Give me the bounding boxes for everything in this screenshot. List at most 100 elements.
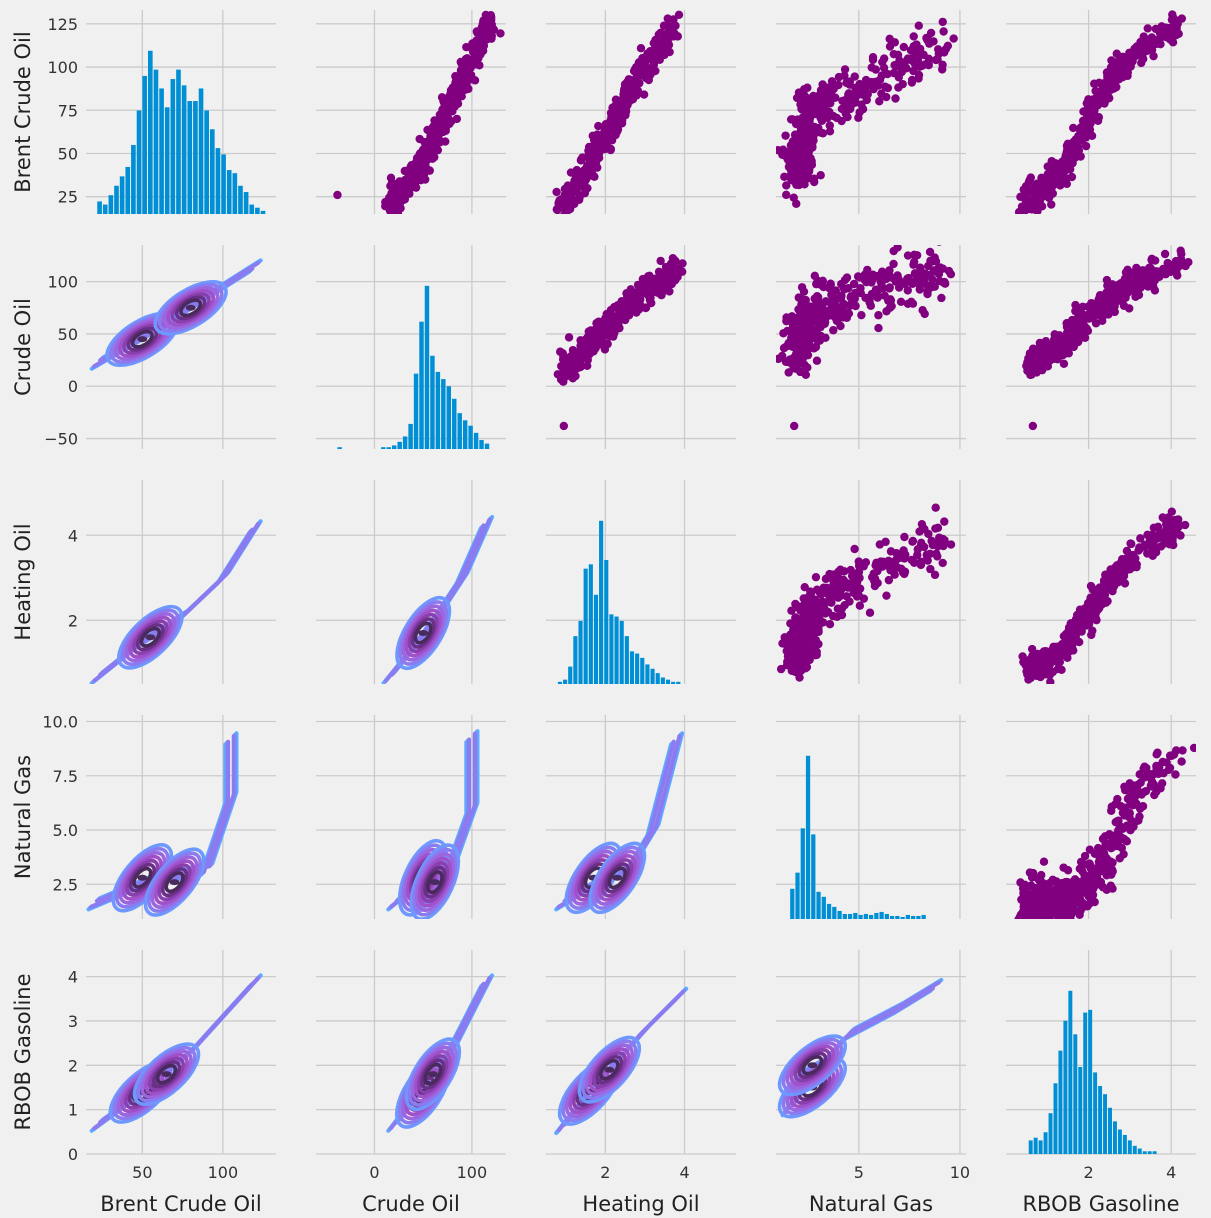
scatter-point	[1153, 762, 1163, 771]
scatter-point	[827, 77, 837, 86]
scatter-point	[1036, 877, 1046, 886]
scatter-point	[556, 195, 566, 204]
histogram-bar	[790, 888, 795, 919]
histogram-bar	[119, 176, 125, 214]
kde-natural-gas-vs-crude-oil	[386, 729, 480, 919]
kde-peak	[427, 1071, 438, 1078]
scatter-point	[559, 421, 569, 431]
kde-contour	[130, 329, 154, 349]
scatter-point	[806, 343, 815, 352]
scatter-point	[826, 280, 835, 289]
scatter-point	[471, 46, 480, 56]
scatter-point	[803, 598, 812, 607]
scatter-point	[837, 610, 847, 620]
histogram-bar	[1073, 1034, 1078, 1154]
kde-contour	[793, 1048, 832, 1083]
scatter-point	[813, 296, 823, 305]
kde-contour	[584, 1043, 634, 1096]
scatter-point	[852, 580, 861, 590]
kde-contour	[417, 856, 452, 908]
scatter-point	[799, 287, 809, 296]
scatter-point	[802, 626, 811, 636]
kde-contour	[420, 861, 450, 904]
scatter-point	[1138, 54, 1148, 64]
scatter-point	[620, 110, 629, 119]
scatter-point	[651, 66, 660, 76]
scatter-point	[583, 335, 592, 344]
scatter-point	[386, 191, 396, 201]
y-tick-label: 25	[58, 188, 78, 207]
kde-natural-gas-vs-brent-crude-oil	[86, 731, 239, 917]
scatter-point	[800, 320, 809, 329]
scatter-point	[448, 107, 457, 116]
scatter-point	[850, 72, 859, 81]
histogram-bar	[243, 192, 249, 214]
scatter-point	[612, 127, 622, 136]
scatter-point	[1085, 845, 1095, 854]
scatter-point	[1033, 359, 1043, 369]
kde-heating-oil-vs-brent-crude-oil	[89, 519, 263, 684]
histogram-bar	[108, 195, 114, 214]
scatter-brent-crude-oil-vs-natural-gas	[776, 17, 958, 208]
kde-contour	[162, 286, 220, 330]
scatter-point	[662, 285, 671, 295]
scatter-point	[829, 570, 838, 579]
scatter-point	[1173, 528, 1182, 538]
histogram-bar	[215, 148, 221, 214]
kde-contour	[591, 1051, 627, 1089]
histogram-bar	[599, 520, 604, 684]
panel-crude-oil-vs-natural-gas	[776, 245, 966, 449]
scatter-point	[797, 307, 807, 316]
histogram-bar	[1152, 1151, 1157, 1154]
scatter-point	[1177, 14, 1187, 23]
y-tick-label: 100	[47, 58, 78, 77]
scatter-point	[1014, 915, 1023, 919]
scatter-point	[874, 323, 883, 333]
scatter-point	[1181, 261, 1190, 271]
scatter-point	[776, 354, 783, 364]
scatter-point	[939, 27, 948, 36]
scatter-point	[914, 21, 923, 30]
scatter-point	[1032, 345, 1042, 354]
scatter-point	[881, 537, 890, 547]
scatter-point	[1074, 318, 1083, 327]
histogram-bar	[176, 69, 181, 214]
y-tick-label: 5.0	[53, 821, 78, 840]
scatter-point	[1120, 803, 1129, 812]
scatter-point	[812, 356, 822, 365]
y-tick-label: 1	[68, 1101, 78, 1120]
scatter-point	[645, 295, 655, 305]
histogram-bar	[1093, 1072, 1098, 1154]
scatter-point	[808, 605, 818, 614]
scatter-point	[1162, 758, 1171, 767]
scatter-point	[636, 295, 645, 304]
scatter-point	[925, 247, 935, 257]
scatter-point	[903, 286, 912, 295]
histogram-bar	[900, 916, 905, 919]
scatter-point	[793, 668, 802, 677]
scatter-point	[1071, 306, 1080, 316]
kde-contour	[415, 852, 455, 913]
kde-contour	[395, 596, 452, 671]
histogram-bar	[650, 668, 655, 684]
scatter-point	[871, 77, 880, 87]
scatter-point	[652, 41, 662, 50]
scatter-point	[1168, 12, 1178, 22]
scatter-point	[1115, 289, 1124, 298]
scatter-point	[880, 82, 890, 91]
scatter-point	[810, 93, 819, 103]
kde-peak	[137, 874, 148, 881]
scatter-point	[870, 581, 880, 591]
histogram-bar	[1083, 1012, 1088, 1154]
scatter-point	[845, 100, 854, 110]
scatter-point	[451, 72, 460, 81]
scatter-point	[1079, 883, 1088, 892]
histogram-bar	[114, 185, 119, 214]
scatter-point	[825, 127, 835, 136]
histogram-bar	[1137, 1148, 1142, 1154]
scatter-point	[1093, 592, 1102, 601]
scatter-point	[595, 144, 604, 153]
scatter-point	[584, 142, 594, 152]
scatter-point	[1138, 802, 1148, 811]
scatter-point	[1160, 32, 1169, 41]
